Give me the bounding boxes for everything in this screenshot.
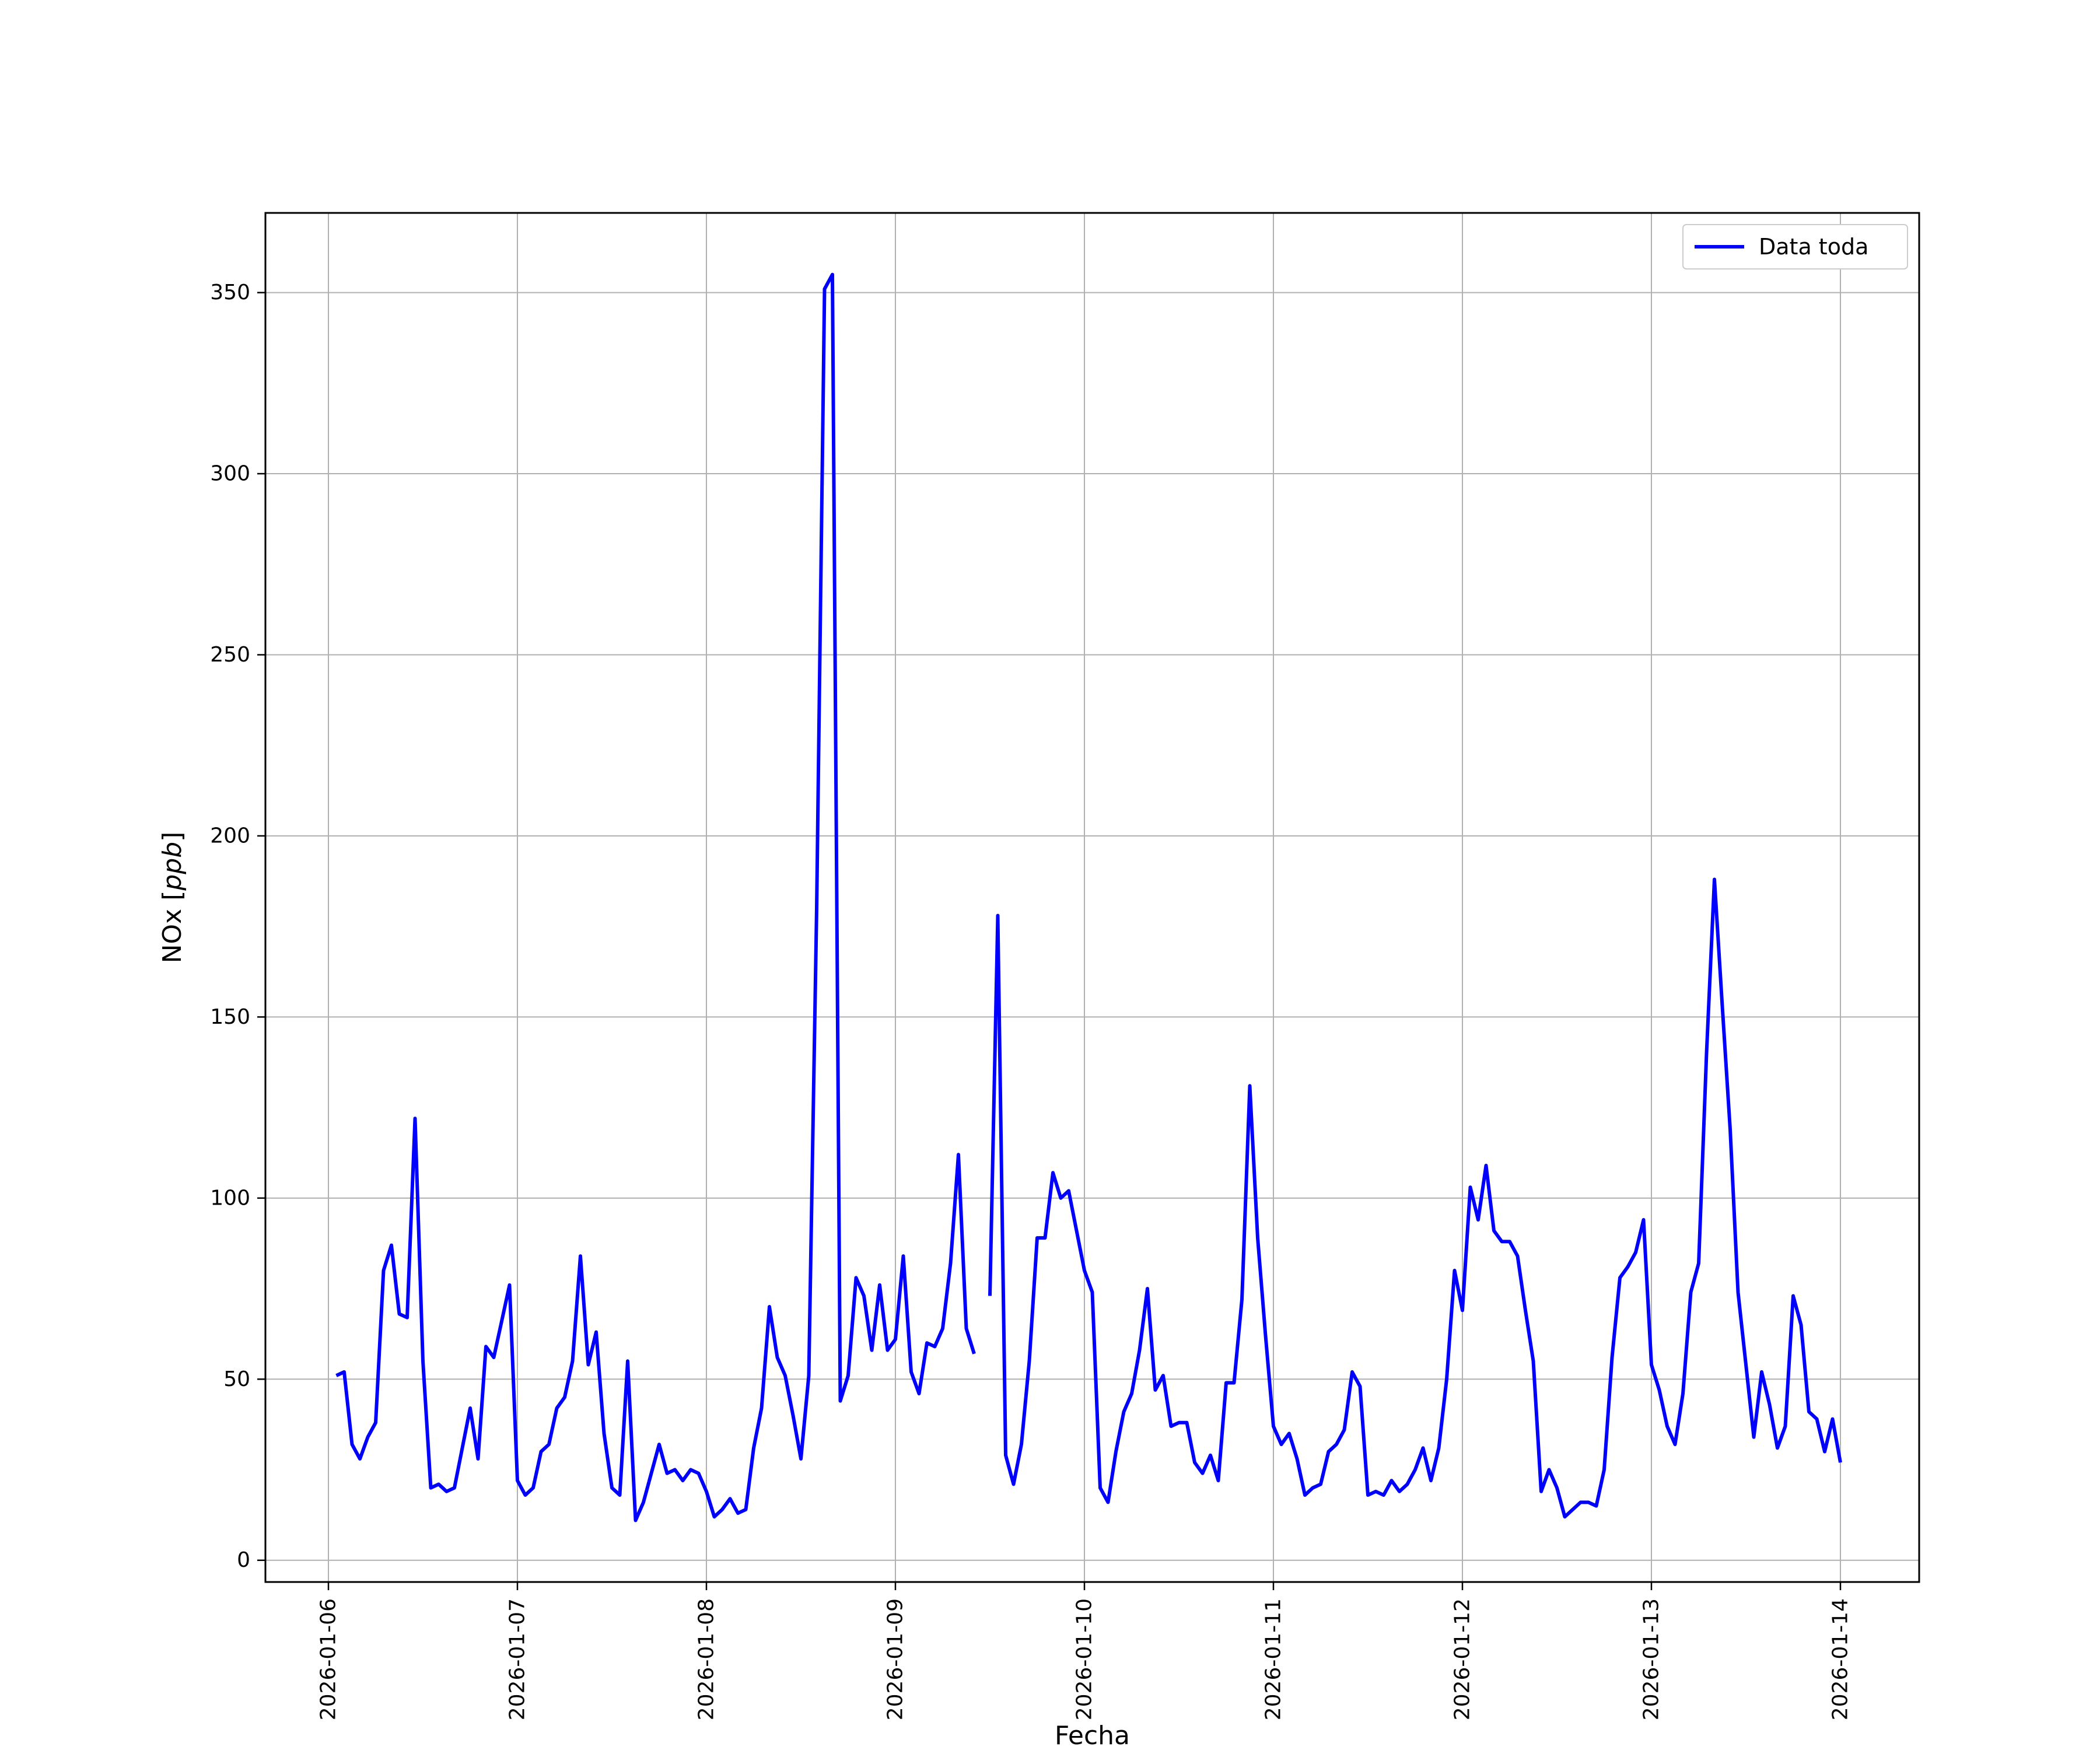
y-tick-label: 0 [237, 1548, 250, 1572]
x-tick-label: 2026-01-07 [506, 1598, 530, 1720]
y-tick-label: 350 [210, 281, 250, 304]
x-tick-label: 2026-01-13 [1640, 1598, 1664, 1720]
y-axis-label-unit: ppb [158, 842, 187, 891]
x-tick-label: 2026-01-06 [317, 1598, 341, 1720]
plot-area-frame [264, 212, 1920, 1583]
series-line-data-toda [335, 272, 1842, 1522]
y-axis-label: NOx [ppb] [158, 832, 187, 964]
y-tick-label: 300 [210, 462, 250, 486]
series-layer [335, 272, 1842, 1522]
y-axis-label-main: NOx [ [158, 891, 187, 964]
y-tick-label: 100 [210, 1186, 250, 1210]
ticks: 2026-01-06 2026-01-07 2026-01-08 2026-01-09… [210, 281, 1852, 1720]
legend: Data toda [1682, 224, 1908, 270]
legend-entry-label: Data toda [1759, 234, 1868, 260]
x-axis-label: Fecha [1055, 1721, 1130, 1750]
x-tick-label: 2026-01-14 [1829, 1598, 1853, 1720]
grid [265, 213, 1919, 1582]
x-tick-label: 2026-01-09 [884, 1598, 908, 1720]
y-tick-label: 200 [210, 824, 250, 848]
x-tick-label: 2026-01-12 [1451, 1598, 1475, 1720]
y-tick-label: 150 [210, 1005, 250, 1029]
legend-box [1682, 224, 1908, 270]
y-axis-label-close: ] [158, 832, 187, 842]
y-tick-label: 250 [210, 643, 250, 667]
x-tick-label: 2026-01-08 [695, 1598, 719, 1720]
x-tick-label: 2026-01-11 [1262, 1598, 1286, 1720]
x-tick-label: 2026-01-10 [1073, 1598, 1097, 1720]
y-tick-label: 50 [223, 1367, 250, 1391]
